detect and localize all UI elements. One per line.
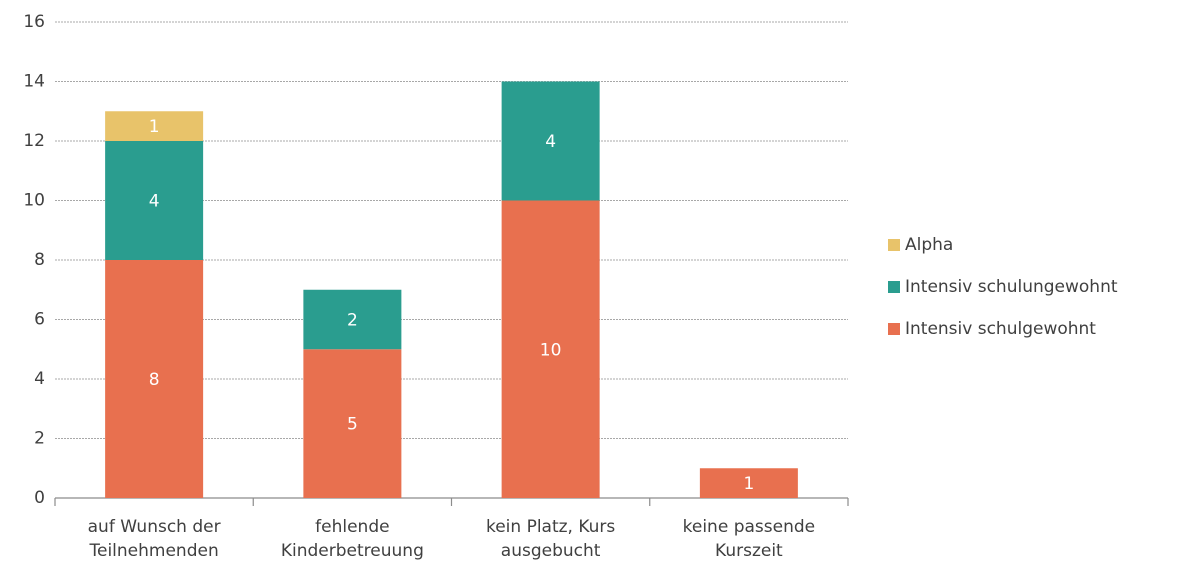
legend-label: Alpha <box>905 235 953 255</box>
y-tick-label: 10 <box>23 191 45 211</box>
x-tick-label: kein Platz, Kurs ausgebucht <box>486 517 615 561</box>
y-tick-label: 4 <box>34 369 45 389</box>
bar-segment <box>501 200 600 498</box>
legend-swatch <box>888 239 900 251</box>
data-label: 4 <box>545 132 556 152</box>
bar-segment <box>105 141 204 260</box>
data-label: 10 <box>540 340 562 360</box>
y-tick-label: 6 <box>34 310 45 330</box>
y-tick-label: 14 <box>23 72 45 92</box>
legend-label: Intensiv schulungewohnt <box>905 277 1118 297</box>
x-tick-label: fehlende Kinderbetreuung <box>281 517 424 561</box>
data-label: 2 <box>347 311 358 331</box>
y-tick-label: 2 <box>34 429 45 449</box>
bar-segment <box>105 260 204 498</box>
x-tick-label: keine passende Kurszeit <box>683 517 815 561</box>
bar-segment <box>699 468 798 498</box>
data-label: 5 <box>347 415 358 435</box>
legend-swatch <box>888 281 900 293</box>
y-tick-label: 0 <box>34 488 45 508</box>
y-tick-label: 16 <box>23 12 45 32</box>
bar-segment <box>303 289 402 350</box>
y-tick-label: 12 <box>23 131 45 151</box>
bar-segment <box>501 81 600 201</box>
data-label: 1 <box>743 474 754 494</box>
data-label: 8 <box>149 370 160 390</box>
y-tick-label: 8 <box>34 250 45 270</box>
x-tick-label: auf Wunsch der Teilnehmenden <box>88 517 221 561</box>
bar-segment <box>303 349 402 498</box>
data-label: 4 <box>149 192 160 212</box>
bar-segment <box>105 111 204 141</box>
legend-swatch <box>888 323 900 335</box>
legend-label: Intensiv schulgewohnt <box>905 319 1096 339</box>
data-label: 1 <box>149 117 160 137</box>
